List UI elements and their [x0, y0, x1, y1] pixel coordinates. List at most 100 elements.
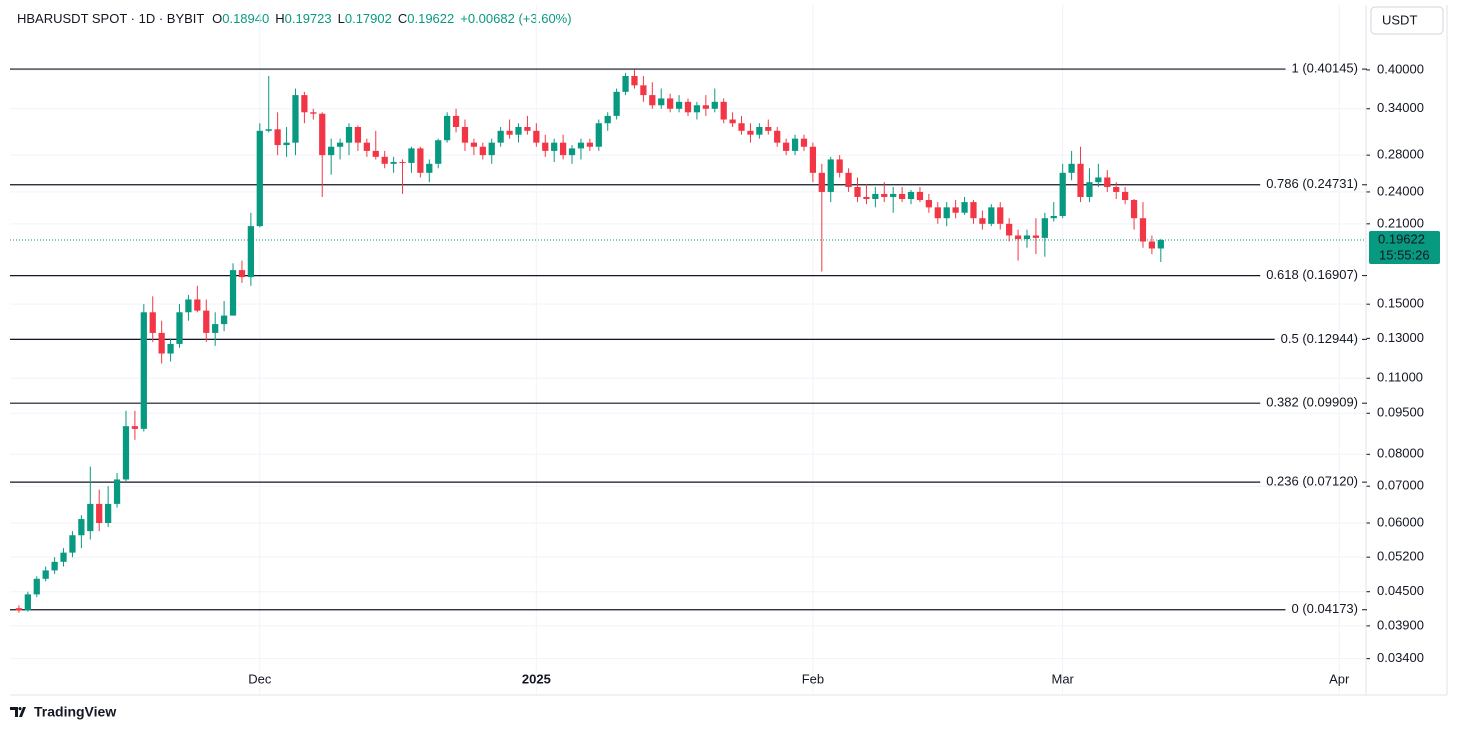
- candle-body: [51, 561, 58, 571]
- candle-body: [997, 207, 1004, 224]
- candle-body: [1050, 215, 1057, 219]
- candle-body: [916, 191, 924, 201]
- x-tick-label: Feb: [802, 671, 824, 686]
- candle-body: [470, 142, 478, 147]
- candle-body: [961, 202, 968, 213]
- candle-body: [845, 172, 852, 188]
- fib-label: 0.618 (0.16907): [1266, 267, 1358, 282]
- y-tick-label: 0.03400: [1377, 650, 1424, 665]
- candle-body: [738, 123, 745, 131]
- candle-body: [979, 218, 986, 224]
- candle-body: [925, 200, 932, 208]
- candle-body: [319, 113, 326, 156]
- candle-body: [898, 193, 906, 200]
- candle-body: [452, 115, 460, 127]
- candle-body: [256, 130, 263, 227]
- candle-body: [167, 343, 174, 354]
- candle-body: [354, 126, 362, 143]
- header-title: HBARUSDT SPOT · 1D · BYBIT: [17, 11, 204, 26]
- candle-body: [1095, 177, 1102, 183]
- brand: TradingView: [34, 704, 116, 720]
- candle-body: [33, 578, 40, 595]
- candle-body: [274, 129, 281, 146]
- y-tick-label: 0.07000: [1377, 478, 1424, 493]
- y-tick-label: 0.34000: [1377, 100, 1424, 115]
- candle-body: [783, 142, 790, 151]
- candle-body: [417, 148, 424, 173]
- currency[interactable]: USDT: [1382, 12, 1417, 27]
- candle-body: [283, 142, 290, 146]
- candle-body: [1104, 177, 1111, 188]
- candle-body: [87, 503, 94, 532]
- candle-body: [711, 101, 718, 109]
- countdown: 15:55:26: [1379, 247, 1430, 262]
- candle-body: [24, 594, 31, 611]
- candle-body: [203, 310, 210, 333]
- y-tick-label: 0.28000: [1377, 147, 1424, 162]
- candle-body: [105, 503, 112, 524]
- candle-body: [1086, 182, 1093, 197]
- candle-body: [328, 146, 335, 156]
- fib-label: 0.5 (0.12944): [1281, 331, 1358, 346]
- candle-body: [372, 150, 379, 157]
- candle-body: [497, 130, 504, 143]
- currency-button[interactable]: [1370, 6, 1444, 35]
- candle-body: [604, 115, 611, 124]
- candle-body: [113, 479, 121, 504]
- candle-body: [390, 162, 397, 164]
- candle-body: [943, 207, 950, 219]
- candle-body: [774, 130, 781, 143]
- candle-body: [185, 299, 192, 313]
- candle-body: [515, 126, 522, 135]
- fib-label: 0.236 (0.07120): [1266, 474, 1358, 489]
- header-value: 0.18940: [222, 11, 269, 26]
- candle-body: [220, 315, 228, 325]
- candle-body: [863, 196, 870, 200]
- candle-body: [649, 95, 656, 106]
- candle-body: [836, 159, 843, 173]
- candle-body: [907, 191, 915, 200]
- candle-body: [568, 148, 576, 156]
- candle-body: [640, 85, 647, 96]
- candle-body: [890, 193, 897, 197]
- candle-body: [693, 105, 701, 113]
- header-key: C: [398, 11, 407, 26]
- x-tick-label: Mar: [1051, 671, 1074, 686]
- x-tick-label: 2025: [522, 671, 551, 686]
- candle-body: [970, 202, 977, 219]
- y-tick-label: 0.11000: [1377, 370, 1423, 385]
- candle-body: [827, 159, 834, 192]
- candle-body: [1041, 218, 1048, 238]
- candle-body: [96, 503, 103, 524]
- candle-body: [247, 226, 254, 278]
- candle-body: [1068, 163, 1075, 173]
- candle-body: [399, 162, 406, 164]
- candle-body: [149, 312, 156, 333]
- fib-label: 1 (0.40145): [1292, 61, 1359, 76]
- candle-body: [479, 146, 486, 156]
- x-tick-label: Apr: [1329, 671, 1350, 686]
- candle-body: [1006, 223, 1013, 236]
- candle-body: [631, 75, 638, 86]
- candle-body: [658, 98, 665, 106]
- candle-body: [1148, 241, 1156, 249]
- y-tick-label: 0.06000: [1377, 514, 1424, 529]
- header-value: 0.19723: [285, 11, 332, 26]
- candle-body: [756, 126, 763, 135]
- candle-body: [684, 101, 692, 113]
- candle-body: [461, 126, 469, 143]
- candle-body: [506, 130, 513, 135]
- candle-body: [212, 324, 219, 333]
- candle-body: [622, 75, 629, 92]
- candle-body: [310, 112, 317, 114]
- last-price-label: 0.19622: [1378, 231, 1425, 246]
- candle-body: [336, 142, 344, 147]
- fib-label: 0 (0.04173): [1292, 601, 1359, 616]
- header-key: L: [338, 11, 345, 26]
- candle-body: [854, 187, 861, 197]
- candle-body: [542, 142, 549, 151]
- header: HBARUSDT SPOT · 1D · BYBIT O0.18940 H0.197…: [17, 11, 572, 26]
- candle-body: [140, 312, 147, 429]
- candle-body: [176, 312, 183, 344]
- y-tick-label: 0.21000: [1377, 215, 1424, 230]
